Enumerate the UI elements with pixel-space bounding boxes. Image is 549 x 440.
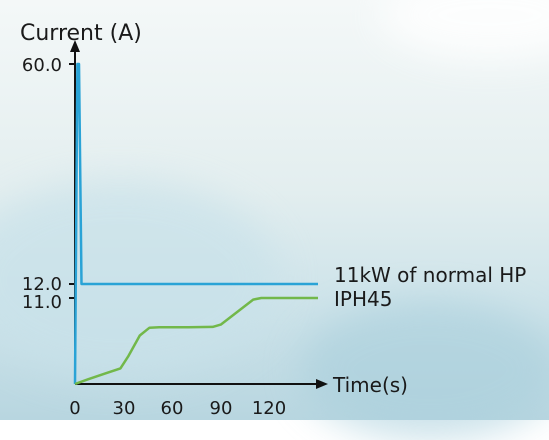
x-tick-label: 90 [210, 398, 233, 419]
y-tick-label: 60.0 [22, 55, 62, 76]
series-line-iph45 [74, 296, 318, 386]
y-axis-arrow [70, 40, 80, 52]
y-tick-label: 12.0 [22, 274, 62, 295]
x-axis-label: Time(s) [332, 373, 408, 397]
x-tick-label: 0 [69, 398, 80, 419]
series-line-normal-hp [73, 62, 318, 385]
current-time-chart: Current (A) Time(s) 60.0 12.0 11.0 0 30 … [20, 21, 526, 419]
x-axis-arrow [316, 379, 328, 389]
series-label-iph45: IPH45 [334, 287, 392, 311]
y-tick-label: 11.0 [22, 292, 62, 313]
y-axis-label: Current (A) [20, 21, 142, 46]
x-tick-label: 30 [113, 398, 136, 419]
x-tick-label: 60 [161, 398, 184, 419]
series-label-normal-hp: 11kW of normal HP [334, 263, 526, 287]
x-tick-label: 120 [252, 398, 286, 419]
